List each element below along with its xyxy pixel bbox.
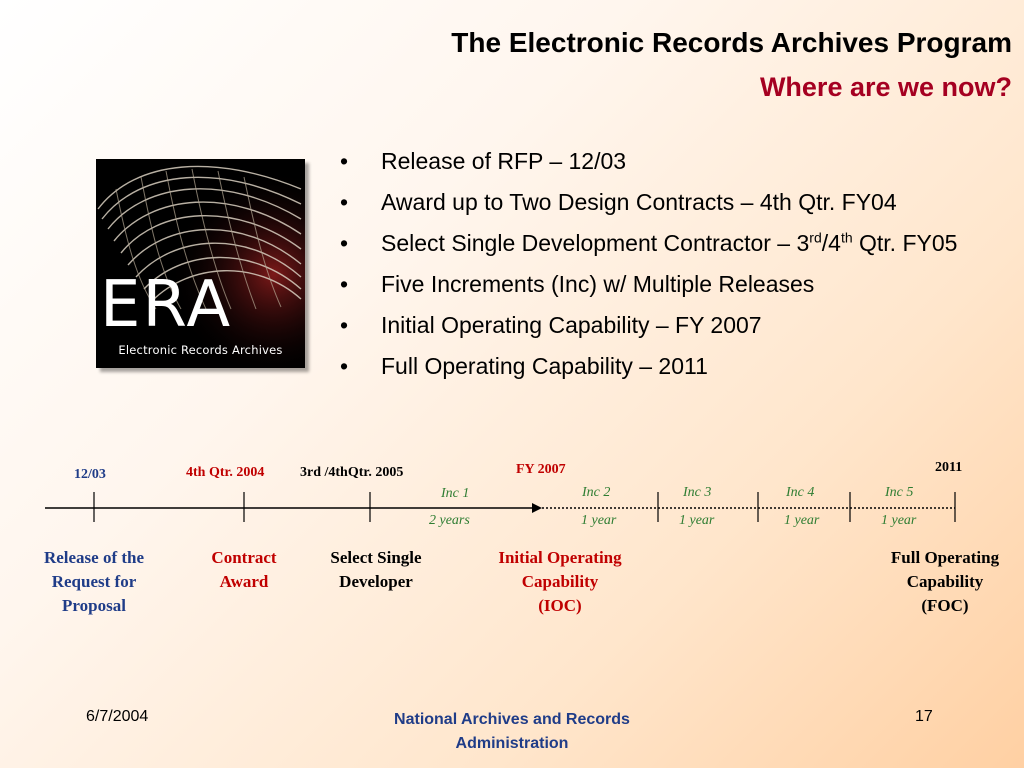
bullet-icon: • — [340, 189, 349, 215]
bullet-text: Release of RFP – 12/03 — [381, 148, 627, 174]
bullet-text: Five Increments (Inc) w/ Multiple Releas… — [381, 271, 815, 297]
footer-org-line: National Archives and Records — [394, 711, 630, 728]
bullet-icon: • — [340, 271, 349, 297]
bullet-icon: • — [340, 148, 349, 174]
footer-organization: National Archives and Records Administra… — [352, 708, 672, 756]
inc-label: Inc 1 — [441, 486, 470, 501]
bullet-icon: • — [340, 230, 349, 256]
date-label-1203: 12/03 — [74, 467, 106, 482]
footer-org-line: Administration — [455, 735, 569, 752]
bullet-text-part: Qtr. FY05 — [852, 230, 958, 256]
logo-swirl-graphic — [96, 159, 305, 368]
milestone-line: Contract — [211, 548, 277, 567]
timeline-graphic — [45, 492, 956, 522]
duration-label: 1 year — [881, 513, 917, 528]
bullet-item: • Five Increments (Inc) w/ Multiple Relea… — [340, 266, 1024, 302]
milestone-contract-award: Contract Award — [189, 546, 299, 594]
bullet-list: • Release of RFP – 12/03 • Award up to Two… — [340, 143, 1024, 389]
inc-label: Inc 3 — [683, 485, 712, 500]
footer-date: 6/7/2004 — [86, 708, 149, 725]
bullet-superscript: th — [840, 229, 853, 246]
slide-subtitle: Where are we now? — [759, 72, 1012, 102]
date-label-2005: 3rd /4thQtr. 2005 — [300, 465, 404, 480]
bullet-text-part: Select Single Development Contractor – 3 — [381, 230, 810, 256]
date-label-fy2007: FY 2007 — [516, 462, 566, 477]
slide-title: The Electronic Records Archives Program — [451, 27, 1012, 58]
date-label-2004: 4th Qtr. 2004 — [186, 465, 265, 480]
milestone-line: Capability — [521, 572, 599, 591]
milestone-line: Full Operating — [890, 548, 1000, 567]
bullet-text: Select Single Development Contractor – 3… — [381, 230, 957, 256]
duration-label: 1 year — [784, 513, 820, 528]
page-number: 17 — [915, 708, 933, 725]
bullet-item: • Initial Operating Capability – FY 2007 — [340, 307, 1024, 343]
duration-label: 1 year — [679, 513, 715, 528]
bullet-text-part: /4 — [821, 230, 841, 256]
milestone-line: Initial Operating — [498, 548, 622, 567]
logo-caption: Electronic Records Archives — [118, 343, 283, 357]
milestone-line: Award — [219, 572, 269, 591]
milestone-line: Proposal — [62, 596, 126, 615]
milestone-line: Capability — [906, 572, 984, 591]
milestone-line: Developer — [339, 572, 413, 591]
bullet-superscript: rd — [809, 229, 822, 246]
bullet-item: • Award up to Two Design Contracts – 4th … — [340, 184, 1024, 220]
timeline-arrowhead — [532, 503, 542, 513]
milestone-rfp: Release of the Request for Proposal — [24, 546, 164, 618]
inc-label: Inc 4 — [786, 485, 815, 500]
era-logo: ERA Electronic Records Archives — [96, 159, 305, 368]
bullet-item: • Release of RFP – 12/03 — [340, 143, 1024, 179]
milestone-ioc: Initial Operating Capability (IOC) — [477, 546, 643, 618]
bullet-item: • Full Operating Capability – 2011 — [340, 348, 1024, 384]
inc-label: Inc 5 — [885, 485, 914, 500]
bullet-text: Award up to Two Design Contracts – 4th Q… — [381, 189, 897, 215]
milestone-line: (FOC) — [921, 596, 969, 615]
milestone-line: (IOC) — [538, 596, 582, 615]
bullet-item: • Select Single Development Contractor – … — [340, 225, 1024, 261]
bullet-text: Initial Operating Capability – FY 2007 — [381, 312, 762, 338]
milestone-line: Select Single — [330, 548, 422, 567]
inc-label: Inc 2 — [582, 485, 611, 500]
milestone-foc: Full Operating Capability (FOC) — [870, 546, 1020, 618]
duration-label: 2 years — [429, 513, 470, 528]
milestone-line: Release of the — [43, 548, 145, 567]
bullet-icon: • — [340, 353, 349, 379]
logo-wordmark: ERA — [100, 268, 233, 342]
milestone-select-developer: Select Single Developer — [311, 546, 441, 594]
milestone-line: Request for — [51, 572, 137, 591]
bullet-text: Full Operating Capability – 2011 — [381, 353, 708, 379]
bullet-icon: • — [340, 312, 349, 338]
date-label-2011: 2011 — [935, 460, 963, 475]
duration-label: 1 year — [581, 513, 617, 528]
